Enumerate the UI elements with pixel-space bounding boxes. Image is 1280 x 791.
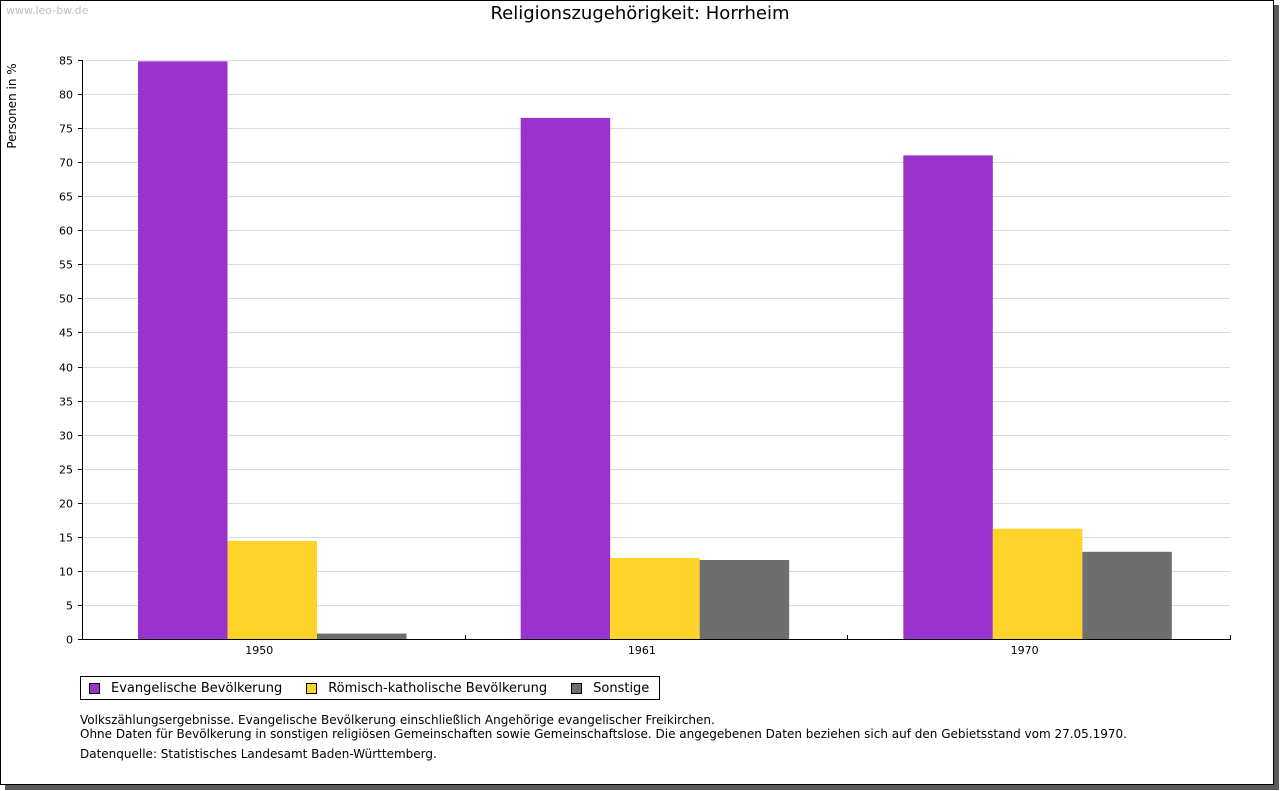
x-tick-label-1970: 1970 xyxy=(1011,644,1039,657)
y-tick-label-65: 65 xyxy=(59,191,73,204)
y-tick-label-80: 80 xyxy=(59,89,73,102)
y-tick-label-30: 30 xyxy=(59,430,73,443)
bar-1950-0 xyxy=(138,61,228,639)
legend: Evangelische Bevölkerung Römisch-katholi… xyxy=(80,676,661,700)
x-tick-labels: 1950 1961 1970 xyxy=(245,644,1038,657)
y-tick-label-5: 5 xyxy=(66,600,73,613)
y-tick-label-0: 0 xyxy=(66,634,73,647)
legend-item-sonstige: Sonstige xyxy=(571,681,649,696)
y-axis-label: Personen in % xyxy=(5,63,19,148)
footnotes: Volkszählungsergebnisse. Evangelische Be… xyxy=(80,713,1127,761)
bar-1961-2 xyxy=(699,559,790,639)
bars xyxy=(138,61,1172,640)
y-tick-label-70: 70 xyxy=(59,157,73,170)
legend-label-katholisch: Römisch-katholische Bevölkerung xyxy=(328,680,548,696)
y-tick-label-15: 15 xyxy=(59,532,73,545)
y-tick-label-85: 85 xyxy=(59,55,73,68)
gridlines xyxy=(82,60,1230,606)
chart-title: Religionszugehörigkeit: Horrheim xyxy=(490,3,790,24)
axes xyxy=(78,60,1231,640)
footnote-line-1: Volkszählungsergebnisse. Evangelische Be… xyxy=(80,713,715,727)
x-tick-label-1950: 1950 xyxy=(245,644,273,657)
data-source: Datenquelle: Statistisches Landesamt Bad… xyxy=(80,747,437,761)
legend-swatch-sonstige xyxy=(571,682,583,694)
legend-swatch-katholisch xyxy=(306,682,318,694)
legend-item-katholisch: Römisch-katholische Bevölkerung xyxy=(306,681,547,696)
y-tick-label-55: 55 xyxy=(59,259,73,272)
y-tick-label-35: 35 xyxy=(59,396,73,409)
y-tick-label-50: 50 xyxy=(59,293,73,306)
y-tick-label-20: 20 xyxy=(59,498,73,511)
bar-1950-2 xyxy=(317,633,407,639)
y-tick-label-25: 25 xyxy=(59,464,73,477)
bar-1970-2 xyxy=(1082,551,1172,639)
x-tick-label-1961: 1961 xyxy=(628,644,656,657)
y-tick-label-40: 40 xyxy=(59,362,73,375)
y-tick-label-45: 45 xyxy=(59,327,73,340)
bar-1970-1 xyxy=(992,528,1083,639)
bar-1950-1 xyxy=(227,540,317,639)
watermark: www.leo-bw.de xyxy=(6,4,89,17)
bar-1961-1 xyxy=(610,557,700,639)
y-tick-labels: 0 5 10 15 20 25 30 35 40 45 50 55 60 65 70 75 80 85 xyxy=(59,55,73,647)
bar-1970-0 xyxy=(903,155,993,640)
legend-swatch-evangelisch xyxy=(89,682,100,694)
legend-label-sonstige: Sonstige xyxy=(593,680,650,696)
legend-item-evangelisch: Evangelische Bevölkerung xyxy=(89,681,282,696)
bar-1961-0 xyxy=(520,117,611,639)
y-tick-label-75: 75 xyxy=(59,123,73,136)
y-tick-label-10: 10 xyxy=(59,566,73,579)
legend-label-evangelisch: Evangelische Bevölkerung xyxy=(111,680,283,696)
y-tick-label-60: 60 xyxy=(59,225,73,238)
footnote-line-2: Ohne Daten für Bevölkerung in sonstigen … xyxy=(80,727,1127,741)
